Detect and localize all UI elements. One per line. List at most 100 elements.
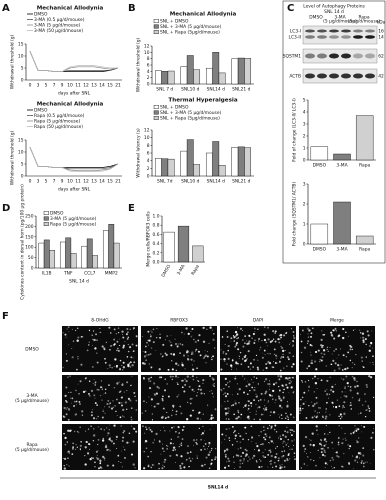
cell-signal (175, 431, 177, 433)
cell-signal (255, 442, 257, 444)
footer-label: SNL14 d (208, 485, 228, 491)
cell-signal (308, 390, 310, 392)
cell-signal (308, 365, 311, 368)
cell-signal (156, 402, 159, 405)
cell-signal (70, 429, 72, 431)
cell-signal (284, 349, 286, 351)
cell-signal (289, 432, 291, 434)
cell-signal (126, 390, 128, 392)
cell-signal (174, 338, 176, 340)
cell-signal (103, 348, 106, 351)
cell-signal (225, 353, 228, 355)
cell-signal (291, 377, 293, 379)
cell-signal (166, 448, 168, 450)
cell-signal (153, 382, 156, 385)
cell-signal (253, 399, 255, 401)
cell-signal (225, 383, 227, 386)
cell-signal (372, 396, 375, 399)
cell-signal (336, 399, 339, 401)
cell-signal (342, 354, 345, 357)
cell-signal (177, 426, 180, 429)
cell-signal (75, 389, 77, 392)
cell-signal (76, 368, 78, 371)
cell-signal (269, 340, 272, 344)
cell-signal (326, 463, 329, 465)
cell-signal (104, 357, 106, 360)
cell-signal (115, 435, 118, 438)
cell-signal (290, 365, 294, 368)
cell-signal (245, 385, 248, 388)
cell-signal (179, 464, 182, 467)
cell-signal (199, 388, 203, 391)
cell-signal (114, 358, 116, 361)
cell-signal (175, 362, 178, 365)
cell-signal (319, 361, 321, 363)
cell-signal (279, 369, 282, 372)
cell-signal (166, 445, 169, 447)
cell-signal (265, 408, 267, 411)
cell-signal (221, 336, 224, 338)
cell-signal (220, 368, 223, 371)
cell-signal (126, 441, 129, 444)
cell-signal (357, 452, 361, 455)
cell-signal (228, 439, 231, 442)
cell-signal (81, 414, 84, 416)
cell-signal (271, 339, 274, 342)
cell-signal (337, 455, 340, 458)
cell-signal (120, 461, 122, 464)
cell-signal (289, 458, 291, 460)
cell-signal (253, 327, 256, 330)
cell-signal (325, 365, 328, 367)
cell-signal (122, 366, 126, 369)
cell-signal (144, 439, 148, 443)
panel-c-frame (282, 0, 386, 264)
cell-signal (223, 358, 226, 361)
cell-signal (238, 402, 240, 404)
cell-signal (271, 367, 273, 369)
cell-signal (150, 347, 153, 349)
cell-signal (292, 391, 295, 394)
cell-signal (307, 336, 310, 338)
cell-signal (158, 440, 161, 443)
cell-signal (80, 335, 83, 338)
cell-signal (147, 330, 150, 333)
cell-signal (249, 362, 252, 365)
cell-signal (203, 448, 206, 451)
x-tick-label: 7 (53, 179, 56, 185)
cell-signal (275, 453, 278, 455)
cell-signal (321, 447, 324, 450)
cell-signal (162, 407, 165, 410)
cell-signal (224, 466, 227, 469)
cell-signal (224, 377, 227, 380)
cell-signal (118, 391, 121, 394)
cell-signal (351, 375, 354, 378)
cell-signal (356, 440, 358, 442)
cell-signal (131, 364, 134, 367)
cell-signal (151, 419, 154, 421)
cell-signal (243, 457, 246, 460)
cell-signal (122, 408, 125, 412)
y-tick-label: 0 (303, 158, 306, 164)
cell-signal (191, 388, 194, 391)
cell-signal (109, 449, 111, 452)
cell-signal (267, 383, 269, 385)
cell-signal (279, 437, 283, 441)
cell-signal (212, 396, 214, 398)
cell-signal (85, 430, 87, 432)
cell-signal (303, 463, 305, 465)
bar (161, 71, 169, 85)
cell-signal (128, 398, 130, 400)
cell-signal (278, 398, 280, 400)
cell-signal (148, 427, 151, 429)
bar (38, 242, 45, 269)
cell-signal (151, 413, 153, 415)
cell-signal (226, 393, 229, 395)
cell-signal (264, 392, 267, 395)
cell-signal (201, 464, 204, 467)
cell-signal (299, 409, 302, 412)
cell-signal (145, 447, 148, 450)
cell-signal (161, 397, 164, 400)
cell-signal (257, 400, 260, 402)
legend-label: Rapa (5 μg/d/mouse) (50, 222, 96, 228)
cell-signal (143, 467, 146, 470)
